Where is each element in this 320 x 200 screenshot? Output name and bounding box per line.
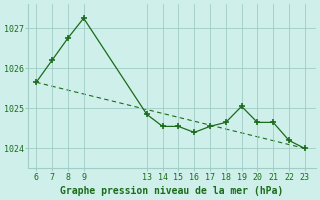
X-axis label: Graphe pression niveau de la mer (hPa): Graphe pression niveau de la mer (hPa): [60, 186, 284, 196]
